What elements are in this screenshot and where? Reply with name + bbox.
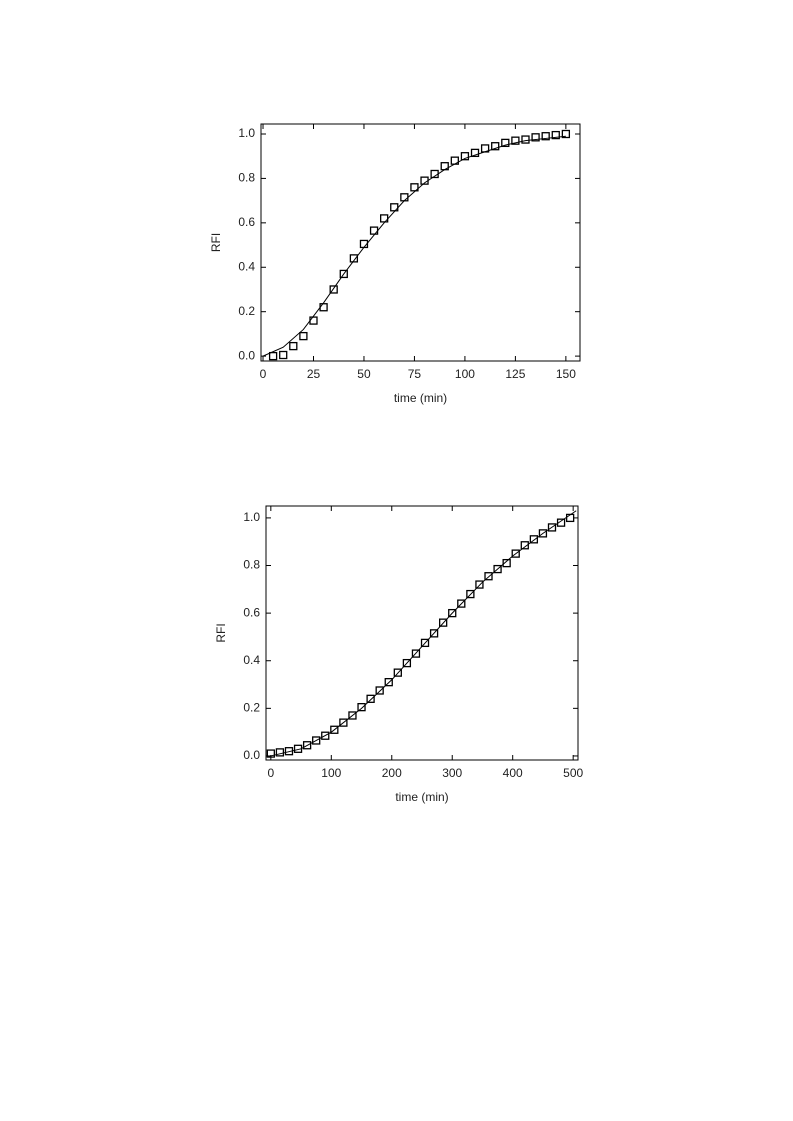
y-tick-label: 0.0 [243, 748, 260, 762]
y-tick-label: 0.0 [238, 348, 255, 362]
data-point [501, 138, 510, 148]
data-point [400, 193, 409, 202]
data-point [369, 226, 379, 235]
y-tick-label: 1.0 [243, 510, 260, 524]
x-tick-label: 25 [307, 367, 321, 381]
data-point [556, 518, 566, 527]
fit-line [262, 135, 566, 357]
data-point [547, 523, 557, 532]
data-point [410, 183, 419, 192]
data-point [502, 558, 511, 568]
data-point [511, 136, 520, 145]
x-tick-label: 400 [503, 766, 523, 780]
data-point [275, 748, 285, 757]
x-axis-label: time (min) [394, 391, 447, 405]
data-point [299, 331, 308, 341]
y-axis-label: RFI [214, 623, 228, 642]
data-point [393, 668, 402, 677]
data-point [339, 269, 348, 279]
data-point [429, 629, 439, 638]
data-point [366, 694, 375, 703]
plot-frame [260, 123, 581, 362]
x-tick-label: 100 [321, 766, 341, 780]
data-point [493, 564, 502, 574]
data-point [484, 572, 493, 581]
data-point [475, 580, 484, 589]
x-tick-label: 150 [556, 367, 576, 381]
data-point [448, 608, 457, 618]
data-point [457, 599, 466, 608]
x-tick-label: 0 [267, 766, 274, 780]
x-axis-label: time (min) [395, 790, 448, 804]
data-point [420, 638, 430, 648]
y-tick-label: 0.4 [243, 653, 260, 667]
data-point [561, 129, 571, 139]
data-point [520, 541, 529, 550]
x-tick-label: 0 [260, 367, 267, 381]
y-tick-label: 0.2 [243, 701, 260, 715]
data-point [466, 589, 475, 599]
y-tick-label: 0.4 [238, 259, 255, 273]
data-point [375, 686, 384, 695]
x-tick-label: 500 [563, 766, 583, 780]
data-point [321, 731, 330, 740]
data-point [529, 535, 539, 544]
x-tick-label: 300 [442, 766, 462, 780]
data-point [402, 658, 412, 668]
data-point [411, 649, 421, 658]
data-point [384, 678, 393, 687]
y-tick-label: 1.0 [238, 126, 255, 140]
data-point [349, 254, 359, 263]
data-point [531, 133, 540, 142]
plot-frame [265, 505, 579, 761]
y-tick-label: 0.2 [238, 304, 255, 318]
x-tick-label: 100 [455, 367, 475, 381]
y-tick-label: 0.8 [243, 558, 260, 572]
data-point [302, 741, 312, 750]
data-point [541, 132, 550, 141]
y-tick-label: 0.6 [243, 605, 260, 619]
data-point [491, 142, 500, 151]
data-point [279, 350, 288, 360]
data-point [309, 316, 318, 325]
fit-line [270, 510, 577, 757]
data-point [319, 303, 328, 312]
data-point [538, 529, 548, 538]
data-point [460, 152, 470, 161]
data-point [268, 351, 278, 361]
data-point [357, 703, 366, 712]
x-tick-label: 75 [408, 367, 422, 381]
data-point [266, 749, 275, 758]
data-point [330, 725, 339, 734]
y-axis-label: RFI [209, 233, 223, 252]
data-point [339, 718, 348, 727]
data-point [348, 711, 357, 720]
y-tick-label: 0.6 [238, 215, 255, 229]
data-point [511, 549, 520, 558]
data-point [521, 135, 530, 144]
data-point [551, 130, 560, 140]
data-point [312, 736, 321, 745]
x-tick-label: 125 [505, 367, 525, 381]
x-tick-label: 50 [357, 367, 371, 381]
x-tick-label: 200 [382, 766, 402, 780]
data-point [470, 148, 480, 158]
data-point [289, 341, 298, 351]
y-tick-label: 0.8 [238, 171, 255, 185]
data-point [439, 618, 448, 627]
data-point [329, 285, 338, 294]
